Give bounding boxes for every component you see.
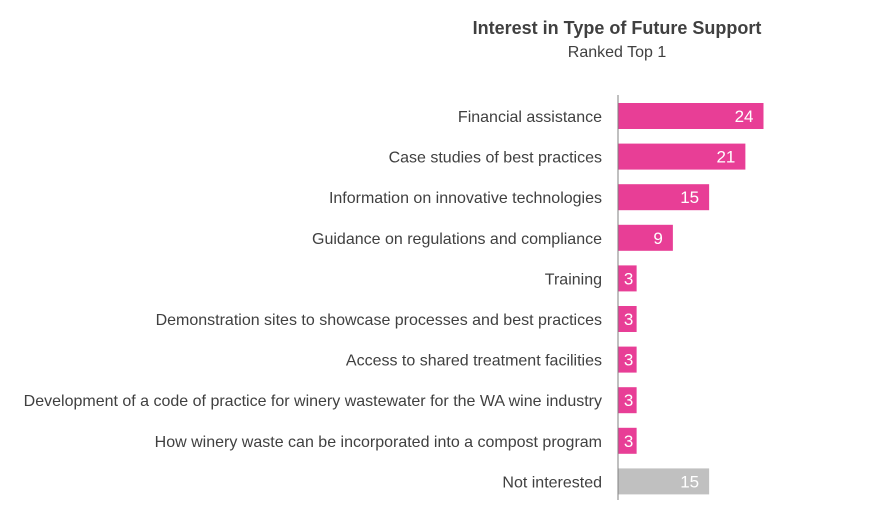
data-label: 24 (735, 107, 754, 126)
bars-group: Financial assistance 24 Case studies of be… (24, 103, 764, 495)
data-label: 3 (624, 391, 633, 410)
bar (618, 346, 637, 373)
bar (618, 468, 710, 495)
category-label: Financial assistance (458, 109, 602, 126)
data-label: 15 (680, 472, 699, 491)
data-label: 3 (624, 269, 633, 288)
bar (618, 265, 637, 292)
category-label: Case studies of best practices (389, 150, 602, 167)
bar (618, 224, 673, 251)
data-label: 9 (653, 229, 662, 248)
bar (618, 103, 764, 129)
bar (618, 143, 746, 170)
category-label: Guidance on regulations and compliance (312, 231, 602, 248)
bar (618, 184, 710, 211)
category-label: Information on innovative technologies (329, 190, 602, 207)
bar (618, 387, 637, 414)
chart-title: Interest in Type of Future Support (473, 18, 762, 38)
category-label: How winery waste can be incorporated int… (155, 434, 602, 451)
data-label: 3 (624, 432, 633, 451)
category-label: Not interested (502, 474, 602, 491)
category-label: Development of a code of practice for wi… (24, 393, 602, 410)
data-label: 21 (716, 148, 735, 167)
bar (618, 306, 637, 332)
category-label: Training (545, 271, 602, 288)
bar (618, 427, 637, 454)
data-label: 3 (624, 351, 633, 370)
category-label: Demonstration sites to showcase processe… (156, 312, 602, 329)
category-label: Access to shared treatment facilities (346, 353, 602, 370)
data-label: 15 (680, 188, 699, 207)
chart-subtitle: Ranked Top 1 (568, 44, 667, 61)
data-label: 3 (624, 310, 633, 329)
